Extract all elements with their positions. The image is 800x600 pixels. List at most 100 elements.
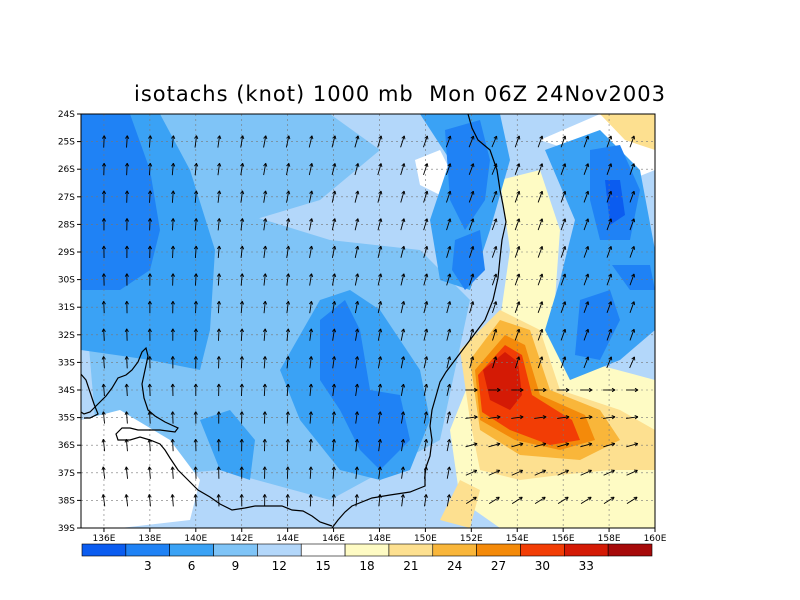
longitude-label: 154E <box>506 534 529 544</box>
wind-arrow <box>147 190 153 203</box>
wind-arrow <box>170 438 175 452</box>
wind-arrow <box>492 328 498 341</box>
wind-arrow <box>124 356 129 369</box>
longitude-labels: 136E 138E 140E 142E 144E 146E 148E 150E 152E 154E… <box>93 528 667 544</box>
wind-arrow <box>216 438 221 452</box>
isotach-region <box>600 114 655 150</box>
wind-arrow <box>331 494 336 507</box>
colorbar-swatch <box>213 543 258 557</box>
wind-arrow <box>465 387 478 393</box>
wind-arrow <box>377 383 383 396</box>
colorbar-swatch <box>300 543 346 557</box>
wind-arrow <box>331 411 336 424</box>
wind-arrow <box>286 245 291 258</box>
wind-arrow <box>514 273 521 286</box>
wind-arrow <box>240 162 245 176</box>
wind-arrow <box>537 218 544 231</box>
wind-arrow <box>239 300 245 314</box>
wind-arrow <box>580 387 593 393</box>
wind-arrow <box>514 246 521 258</box>
wind-arrow <box>537 356 544 369</box>
wind-arrow <box>216 300 222 314</box>
wind-arrow <box>377 411 383 424</box>
longitude-label: 150E <box>414 534 437 544</box>
wind-arrow <box>286 190 291 203</box>
wind-arrow <box>216 494 221 507</box>
colorbar-swatch <box>169 543 214 557</box>
wind-arrow <box>423 466 428 479</box>
isotach-region <box>320 300 410 470</box>
wind-arrow <box>603 469 615 476</box>
longitude-label: 156E <box>552 534 575 544</box>
wind-arrow <box>125 162 130 176</box>
latitude-label: 25S <box>58 138 75 148</box>
wind-arrow <box>124 383 129 397</box>
wind-arrow <box>285 466 290 479</box>
wind-arrow <box>101 466 106 479</box>
wind-arrow <box>194 135 199 148</box>
latitude-label: 28S <box>58 220 75 230</box>
wind-arrow <box>423 439 429 452</box>
wind-arrow <box>446 466 451 479</box>
wind-arrow <box>557 415 570 420</box>
isotach-region <box>150 114 380 230</box>
wind-arrow <box>239 383 244 397</box>
wind-arrow <box>354 411 359 424</box>
wind-arrow <box>354 218 360 231</box>
wind-arrow <box>537 301 544 313</box>
wind-arrow <box>354 466 359 479</box>
wind-arrow <box>101 328 106 341</box>
wind-arrow <box>193 356 198 369</box>
wind-arrow <box>423 301 429 314</box>
wind-arrow <box>492 356 498 369</box>
wind-arrow <box>216 411 221 424</box>
wind-arrow <box>101 438 106 452</box>
wind-arrow <box>194 162 199 176</box>
wind-arrow <box>147 245 153 259</box>
wind-arrow <box>262 494 267 507</box>
wind-arrow <box>400 439 405 452</box>
wind-arrow <box>468 135 475 148</box>
chart-title: isotachs (knot) 1000 mb Mon 06Z 24Nov200… <box>134 82 666 106</box>
latitude-label: 24S <box>58 110 75 120</box>
latitude-label: 33S <box>58 358 75 368</box>
wind-arrow <box>603 415 616 420</box>
wind-arrow <box>170 411 175 424</box>
wind-arrow <box>354 438 359 452</box>
latitude-label: 38S <box>58 496 75 506</box>
wind-arrow <box>583 190 590 203</box>
colorbar-swatch <box>257 543 302 557</box>
wind-arrow <box>400 163 406 176</box>
wind-arrow <box>491 135 498 148</box>
wind-arrow <box>514 218 521 231</box>
wind-arrow <box>465 415 478 420</box>
wind-arrow <box>309 218 314 231</box>
wind-arrow <box>239 466 244 479</box>
wind-arrow <box>193 218 199 231</box>
wind-arrow <box>537 246 544 258</box>
wind-arrow <box>147 383 152 397</box>
wind-arrow <box>514 328 521 341</box>
isotach-region <box>415 150 450 195</box>
coastline <box>81 114 507 528</box>
wind-arrow <box>331 383 337 397</box>
wind-arrow <box>557 442 570 448</box>
wind-arrow <box>355 328 360 341</box>
isotach-region <box>81 114 160 290</box>
wind-arrow <box>331 218 337 231</box>
colorbar-swatch <box>344 543 390 557</box>
wind-arrow <box>262 383 267 397</box>
wind-arrow <box>193 245 199 259</box>
wind-arrow <box>124 218 130 231</box>
wind-arrow <box>468 218 475 231</box>
wind-arrow <box>308 190 314 203</box>
wind-arrow <box>446 301 452 314</box>
wind-arrow <box>469 273 475 286</box>
wind-arrow <box>603 387 616 393</box>
wind-arrow <box>423 135 429 148</box>
wind-arrow <box>285 438 290 452</box>
wind-arrow <box>216 383 221 397</box>
wind-arrow <box>354 135 360 148</box>
wind-arrow <box>285 411 290 424</box>
wind-arrow <box>468 245 475 258</box>
